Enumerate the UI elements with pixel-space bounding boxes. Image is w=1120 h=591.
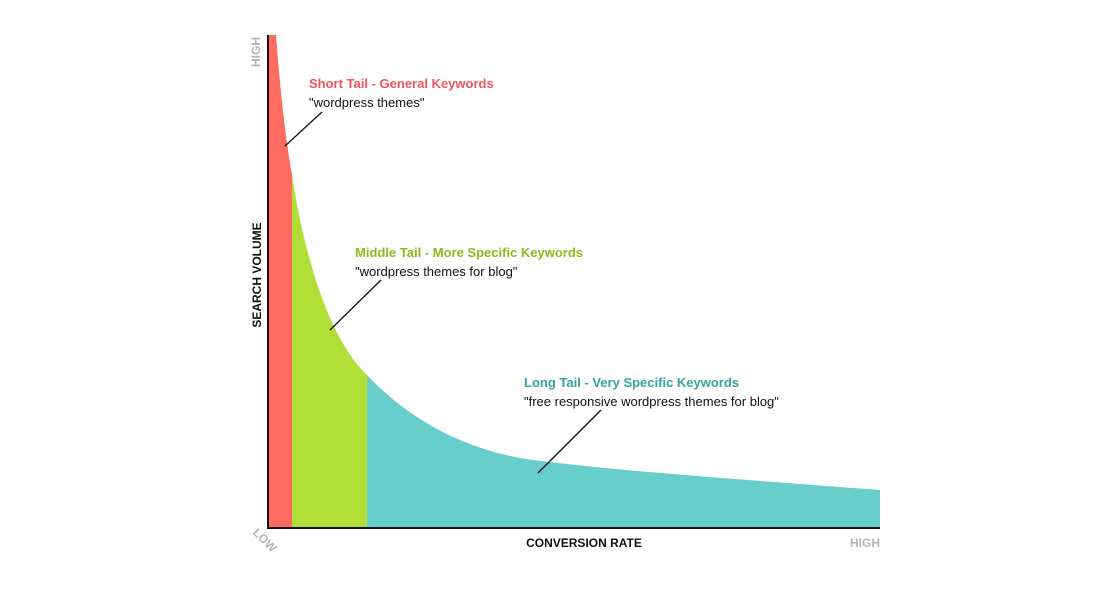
long-tail-title: Long Tail - Very Specific Keywords: [524, 375, 739, 390]
pointer: [284, 111, 323, 147]
short-tail-example: "wordpress themes": [309, 95, 425, 110]
short-tail-title: Short Tail - General Keywords: [309, 76, 494, 91]
long-tail-area: [367, 375, 880, 528]
x-low-label: LOW: [250, 525, 280, 555]
long-tail-example: "free responsive wordpress themes for bl…: [524, 394, 779, 409]
pointer: [537, 409, 602, 474]
middle-tail-area: [292, 175, 367, 528]
short-tail-area: [268, 35, 292, 528]
x-axis-label: CONVERSION RATE: [526, 536, 642, 550]
middle-tail-example: "wordpress themes for blog": [355, 264, 518, 279]
pointer: [329, 279, 382, 331]
y-high-label: HIGH: [249, 37, 263, 67]
middle-tail-title: Middle Tail - More Specific Keywords: [355, 245, 583, 260]
x-high-label: HIGH: [850, 536, 880, 550]
y-axis-label: SEARCH VOLUME: [250, 222, 264, 327]
